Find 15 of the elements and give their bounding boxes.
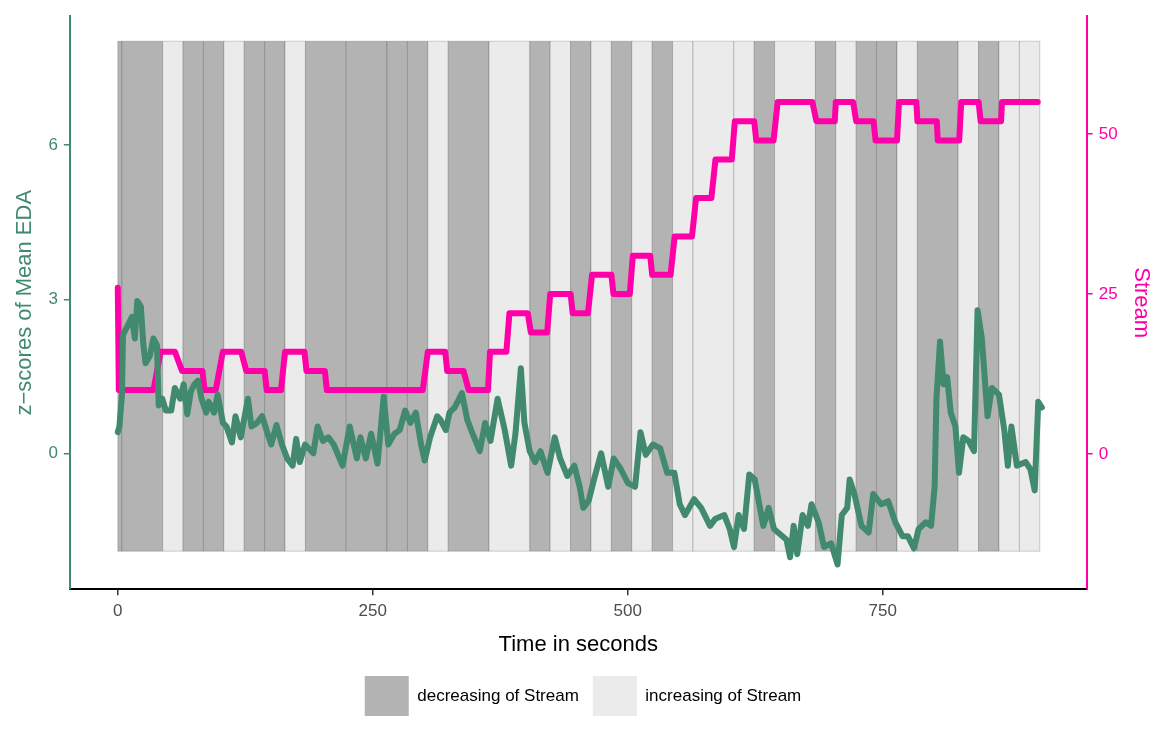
x-tick-label: 250 [358, 601, 387, 621]
y2-tick-label: 50 [1098, 123, 1118, 143]
x-tick-label: 750 [868, 601, 897, 621]
x-axis-title: Time in seconds [498, 630, 658, 656]
x-tick-label: 0 [113, 601, 123, 621]
y-axis-title: z−scores of Mean EDA [11, 189, 37, 416]
legend-label: increasing of Stream [645, 685, 802, 705]
legend-label: decreasing of Stream [417, 685, 579, 705]
y2-axis-title: Stream [1129, 267, 1155, 339]
y-tick-label: 0 [48, 443, 58, 463]
y2-tick-label: 25 [1098, 283, 1118, 303]
y-tick-label: 3 [48, 289, 58, 309]
y-tick-label: 6 [48, 134, 58, 154]
x-tick-label: 500 [613, 601, 642, 621]
y2-tick-label: 0 [1098, 443, 1109, 463]
